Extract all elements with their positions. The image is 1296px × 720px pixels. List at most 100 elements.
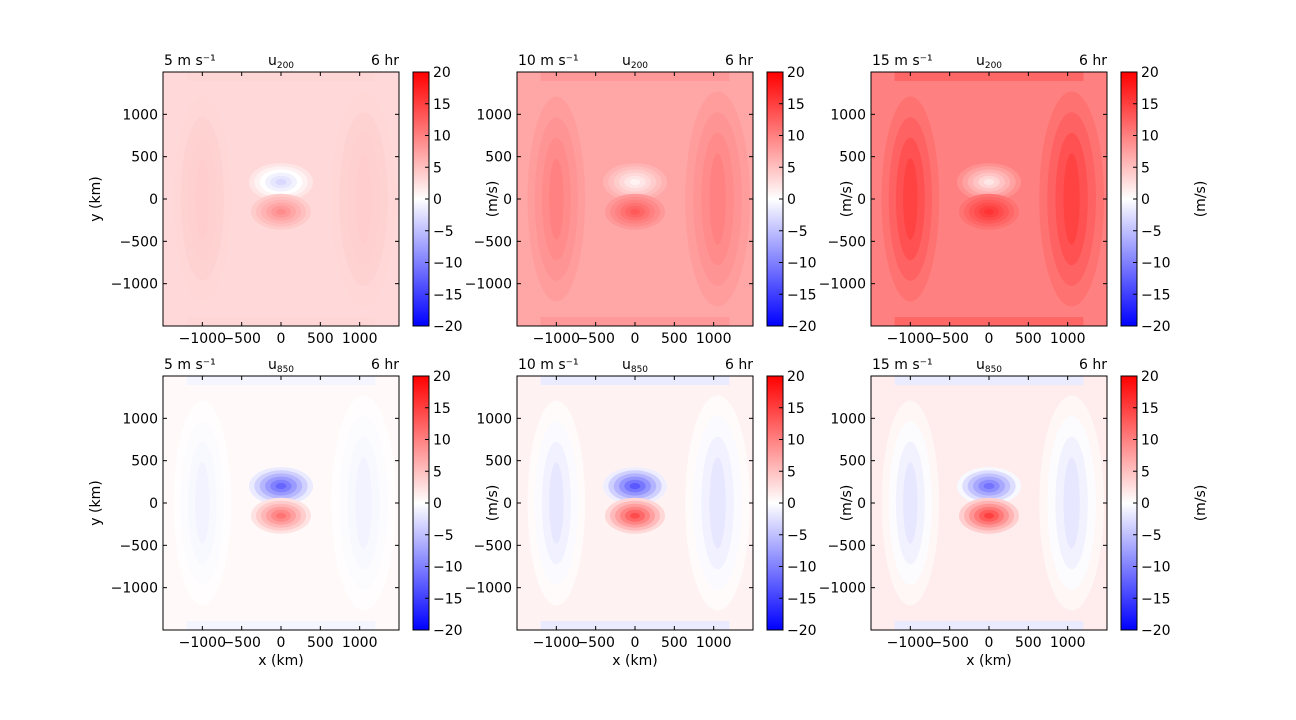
x-tick-label: 1000 <box>1050 331 1086 347</box>
x-tick-label: 0 <box>631 635 640 651</box>
x-tick-label: −1000 <box>179 635 226 651</box>
colorbar-tick-label: −20 <box>787 623 817 639</box>
colorbar-tick-label: −15 <box>787 591 817 607</box>
x-axis-label: x (km) <box>258 653 303 669</box>
panel-center-title: u200 <box>268 53 294 71</box>
x-tick-label: −500 <box>930 635 968 651</box>
y-tick-label: 0 <box>149 496 158 512</box>
x-tick-label: 1000 <box>342 635 378 651</box>
panel-time-label: 6 hr <box>1079 357 1107 373</box>
x-tick-label: −1000 <box>533 635 580 651</box>
x-tick-label: −1000 <box>533 331 580 347</box>
panel-left-title: 15 m s⁻¹ <box>872 357 933 373</box>
y-tick-label: −1000 <box>819 581 866 597</box>
edge-band-south <box>540 621 730 630</box>
contour-field <box>871 376 1107 630</box>
edge-band-south <box>894 621 1084 630</box>
colorbar-tick-label: 15 <box>1141 401 1159 417</box>
colorbar-tick-label: −20 <box>1141 623 1171 639</box>
panel-left-title: 10 m s⁻¹ <box>518 53 579 69</box>
edge-band-east <box>709 457 726 549</box>
colorbar-tick-label: 0 <box>433 192 442 208</box>
edge-band-west <box>549 158 564 240</box>
colorbar-tick-label: 20 <box>787 369 805 385</box>
colorbar-tick-label: −5 <box>787 224 808 240</box>
colorbar-tick-label: 0 <box>787 192 796 208</box>
x-tick-label: 1000 <box>342 331 378 347</box>
colorbar-tick-label: 10 <box>787 129 805 145</box>
x-axis-label: x (km) <box>612 653 657 669</box>
panel-time-label: 6 hr <box>371 53 399 69</box>
colorbar-tick-label: −15 <box>1141 287 1171 303</box>
y-tick-label: −500 <box>828 538 866 554</box>
x-tick-label: 500 <box>661 635 688 651</box>
colorbar-label: (m/s) <box>485 181 501 218</box>
colorbar: 20 15 10 5 0 −5 −10 −15 −20 (m/s) <box>766 65 855 335</box>
panel-center-title: u200 <box>622 53 648 71</box>
colorbar-tick-label: 5 <box>433 160 442 176</box>
panel-time-label: 6 hr <box>371 357 399 373</box>
y-tick-label: 0 <box>149 192 158 208</box>
colorbar-tick-label: −5 <box>433 224 454 240</box>
panel-left-title: 5 m s⁻¹ <box>164 53 216 69</box>
edge-band-north <box>186 376 376 385</box>
level-subscript: 200 <box>277 61 294 71</box>
y-tick-label: −1000 <box>465 277 512 293</box>
colorbar-tick-label: −5 <box>787 528 808 544</box>
panel-left-title: 5 m s⁻¹ <box>164 357 216 373</box>
colorbar-tick-label: 5 <box>1141 464 1150 480</box>
colorbar-tick-label: 0 <box>433 496 442 512</box>
colorbar-tick-label: 15 <box>787 401 805 417</box>
colorbar: 20 15 10 5 0 −5 −10 −15 −20 (m/s) <box>412 369 501 639</box>
edge-band-north <box>540 376 730 385</box>
dipole-bottom-contour <box>276 208 286 215</box>
y-tick-label: 1000 <box>476 411 512 427</box>
edge-band-west <box>195 158 210 240</box>
colorbar-label: (m/s) <box>1193 485 1209 522</box>
y-tick-label: −500 <box>474 234 512 250</box>
colorbar-tick-label: 15 <box>1141 97 1159 113</box>
y-tick-label: 1000 <box>122 107 158 123</box>
y-tick-label: 500 <box>485 454 512 470</box>
colorbar-tick-label: −10 <box>787 560 817 576</box>
dipole-top-contour <box>275 482 287 490</box>
edge-band-east <box>355 153 372 245</box>
colorbar-label: (m/s) <box>1193 181 1209 218</box>
colorbar: 20 15 10 5 0 −5 −10 −15 −20 (m/s) <box>766 369 855 639</box>
y-tick-label: 0 <box>857 192 866 208</box>
edge-band-south <box>186 317 376 326</box>
edge-band-east <box>1063 457 1080 549</box>
level-subscript: 850 <box>277 365 294 375</box>
x-tick-label: 1000 <box>696 635 732 651</box>
x-tick-label: −500 <box>222 635 260 651</box>
level-subscript: 200 <box>631 61 648 71</box>
x-tick-label: 0 <box>631 331 640 347</box>
colorbar-tick-label: 10 <box>1141 129 1159 145</box>
x-tick-label: 500 <box>307 331 334 347</box>
y-tick-label: −1000 <box>111 581 158 597</box>
colorbar-tick-label: −10 <box>1141 560 1171 576</box>
dipole-bottom-contour <box>630 208 640 215</box>
y-tick-label: 1000 <box>830 411 866 427</box>
edge-band-south <box>894 317 1084 326</box>
colorbar-tick-label: −15 <box>433 287 463 303</box>
dipole-top-contour <box>983 178 995 186</box>
edge-band-south <box>186 621 376 630</box>
edge-band-west <box>903 462 918 544</box>
colorbar-tick-label: 0 <box>787 496 796 512</box>
colorbar: 20 15 10 5 0 −5 −10 −15 −20 (m/s) <box>1120 65 1209 335</box>
colorbar-tick-label: −15 <box>1141 591 1171 607</box>
colorbar-tick-label: 15 <box>787 97 805 113</box>
panel-center-title: u850 <box>976 357 1002 375</box>
panel-time-label: 6 hr <box>725 357 753 373</box>
y-tick-label: 1000 <box>476 107 512 123</box>
y-tick-label: 500 <box>131 454 158 470</box>
dipole-top-contour <box>275 178 287 186</box>
edge-band-north <box>186 72 376 81</box>
panel-time-label: 6 hr <box>1079 53 1107 69</box>
edge-band-west <box>903 158 918 240</box>
